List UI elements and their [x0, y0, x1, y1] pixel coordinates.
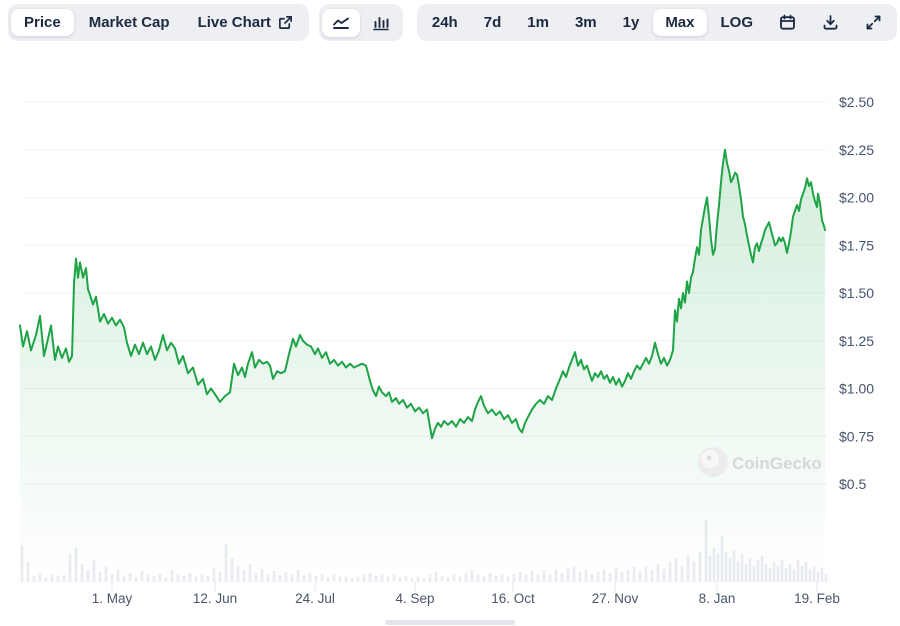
external-link-icon	[278, 15, 293, 30]
svg-text:$1.25: $1.25	[839, 333, 874, 349]
price-line	[19, 148, 826, 440]
price-area	[20, 149, 825, 583]
range-1y-label: 1y	[622, 14, 640, 31]
svg-text:19. Feb: 19. Feb	[794, 591, 840, 606]
bar-chart-icon	[372, 15, 390, 31]
svg-text:$2.25: $2.25	[839, 142, 874, 158]
download-icon	[822, 14, 839, 31]
bottom-handle[interactable]	[385, 620, 515, 625]
calendar-icon	[779, 14, 796, 31]
tab-market-cap[interactable]: Market Cap	[76, 9, 183, 36]
svg-text:4. Sep: 4. Sep	[395, 591, 434, 606]
svg-text:12. Jun: 12. Jun	[193, 591, 237, 606]
coingecko-watermark: CoinGecko	[698, 447, 822, 477]
tab-price[interactable]: Price	[11, 9, 74, 36]
range-24h-label: 24h	[431, 14, 458, 31]
tab-live-chart[interactable]: Live Chart	[185, 9, 306, 36]
chart-toolbar: Price Market Cap Live Chart	[8, 4, 897, 41]
range-group: 24h 7d 1m 3m 1y Max LOG	[416, 4, 897, 41]
log-label: LOG	[720, 14, 754, 31]
date-picker-button[interactable]	[767, 8, 808, 37]
svg-text:$0.5: $0.5	[839, 476, 866, 492]
range-7d-label: 7d	[483, 14, 502, 31]
y-axis-labels: $2.50 $2.25 $2.00 $1.75 $1.50 $1.25 $1.00 $0.75…	[839, 94, 874, 492]
tab-live-chart-label: Live Chart	[197, 14, 271, 31]
line-chart-icon	[332, 15, 350, 31]
svg-text:$2.50: $2.50	[839, 94, 874, 110]
range-max-button[interactable]: Max	[653, 9, 707, 36]
range-7d-button[interactable]: 7d	[472, 9, 514, 36]
expand-icon	[865, 14, 882, 31]
range-max-label: Max	[665, 14, 695, 31]
range-3m-button[interactable]: 3m	[563, 9, 609, 36]
svg-text:1. May: 1. May	[92, 591, 133, 606]
svg-text:$0.75: $0.75	[839, 428, 874, 444]
range-24h-button[interactable]: 24h	[420, 9, 470, 36]
svg-text:16. Oct: 16. Oct	[491, 591, 535, 606]
range-1m-label: 1m	[527, 14, 549, 31]
svg-text:$1.00: $1.00	[839, 381, 874, 397]
svg-text:24. Jul: 24. Jul	[295, 591, 335, 606]
line-chart-type-button[interactable]	[321, 8, 360, 37]
tab-market-cap-label: Market Cap	[88, 14, 170, 31]
svg-text:$1.75: $1.75	[839, 237, 874, 253]
svg-text:CoinGecko: CoinGecko	[732, 454, 822, 473]
range-1m-button[interactable]: 1m	[515, 9, 561, 36]
chart-type-group	[318, 4, 403, 41]
tab-price-label: Price	[24, 14, 61, 31]
svg-text:$2.00: $2.00	[839, 190, 874, 206]
download-button[interactable]	[810, 8, 851, 37]
range-3m-label: 3m	[574, 14, 597, 31]
range-1y-button[interactable]: 1y	[611, 9, 652, 36]
svg-text:8. Jan: 8. Jan	[699, 591, 736, 606]
bar-chart-type-button[interactable]	[362, 9, 400, 37]
log-scale-button[interactable]: LOG	[709, 9, 766, 36]
expand-button[interactable]	[853, 8, 894, 37]
x-axis-labels: 1. May 12. Jun 24. Jul 4. Sep 16. Oct 27. Nov…	[92, 582, 840, 606]
svg-text:$1.50: $1.50	[839, 285, 874, 301]
view-tab-group: Price Market Cap Live Chart	[8, 4, 309, 41]
svg-text:27. Nov: 27. Nov	[592, 591, 639, 606]
